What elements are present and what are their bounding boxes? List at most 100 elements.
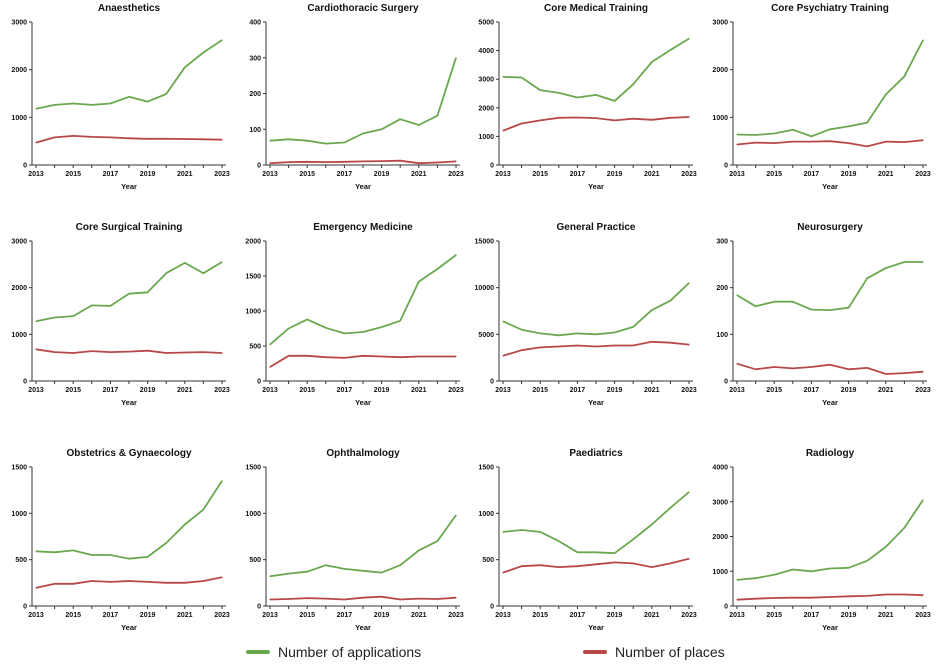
x-tick-label: 2019 bbox=[374, 612, 390, 619]
y-tick-label: 3000 bbox=[712, 499, 728, 506]
chart-paediatrics: Paediatrics 0 500 1000 1500 2013 2015 2017 2019 2… bbox=[478, 448, 696, 632]
data-point-number-of-places bbox=[147, 350, 149, 352]
data-point-number-of-places bbox=[306, 355, 308, 357]
data-point-number-of-applications bbox=[922, 261, 924, 263]
data-point-number-of-applications bbox=[381, 128, 383, 130]
series-line-number-of-applications bbox=[35, 39, 223, 110]
data-point-number-of-places bbox=[436, 161, 438, 164]
x-tick-label: 2017 bbox=[570, 171, 586, 178]
x-axis-label: Year bbox=[355, 623, 371, 632]
data-point-number-of-places bbox=[810, 597, 813, 599]
x-tick-label: 2015 bbox=[65, 171, 81, 178]
data-point-number-of-places bbox=[343, 598, 345, 601]
x-tick-label: 2023 bbox=[915, 171, 931, 178]
data-point-number-of-applications bbox=[184, 66, 186, 68]
x-axis-label: Year bbox=[822, 623, 838, 632]
data-point-number-of-applications bbox=[866, 122, 868, 124]
data-point-number-of-applications bbox=[688, 491, 690, 493]
data-point-number-of-places bbox=[903, 141, 906, 143]
data-point-number-of-applications bbox=[381, 326, 383, 328]
data-point-number-of-applications bbox=[109, 554, 111, 556]
data-point-number-of-places bbox=[202, 580, 204, 582]
y-tick-label: 3000 bbox=[11, 239, 27, 246]
data-point-number-of-places bbox=[418, 598, 420, 600]
legend-swatch-applications bbox=[246, 650, 270, 654]
data-point-number-of-applications bbox=[91, 554, 93, 556]
x-axis-label: Year bbox=[121, 623, 137, 632]
data-point-number-of-places bbox=[829, 364, 831, 366]
data-point-number-of-applications bbox=[848, 307, 850, 309]
data-point-number-of-applications bbox=[399, 118, 401, 120]
series-line-number-of-applications bbox=[736, 261, 923, 312]
data-point-number-of-places bbox=[773, 366, 775, 368]
data-point-number-of-places bbox=[810, 366, 813, 368]
data-point-number-of-places bbox=[147, 138, 149, 140]
data-point-number-of-applications bbox=[362, 570, 364, 572]
data-point-number-of-places bbox=[202, 138, 204, 140]
y-tick-label: 0 bbox=[23, 604, 27, 611]
x-axis-label: Year bbox=[822, 182, 838, 191]
data-point-number-of-places bbox=[399, 356, 401, 358]
data-point-number-of-places bbox=[651, 119, 653, 121]
data-point-number-of-places bbox=[325, 356, 327, 358]
data-point-number-of-applications bbox=[381, 572, 383, 574]
data-point-number-of-places bbox=[773, 142, 775, 144]
data-point-number-of-applications bbox=[165, 93, 167, 95]
x-tick-label: 2019 bbox=[140, 612, 156, 619]
x-tick-label: 2013 bbox=[729, 171, 745, 178]
data-point-number-of-places bbox=[436, 598, 438, 600]
data-point-number-of-places bbox=[755, 368, 757, 370]
x-tick-label: 2015 bbox=[299, 612, 315, 619]
data-point-number-of-places bbox=[632, 344, 634, 347]
y-tick-label: 3000 bbox=[712, 20, 728, 27]
x-tick-label: 2013 bbox=[262, 387, 278, 394]
y-tick-label: 1000 bbox=[478, 511, 494, 518]
data-point-number-of-applications bbox=[128, 293, 130, 295]
y-tick-label: 1000 bbox=[712, 115, 728, 122]
series-line-number-of-applications bbox=[269, 57, 457, 145]
data-point-number-of-places bbox=[614, 119, 616, 121]
x-tick-label: 2023 bbox=[214, 387, 230, 394]
data-point-number-of-applications bbox=[269, 344, 271, 346]
data-point-number-of-places bbox=[595, 563, 597, 565]
x-tick-label: 2017 bbox=[337, 387, 353, 394]
x-tick-label: 2019 bbox=[841, 171, 857, 178]
data-point-number-of-applications bbox=[922, 39, 924, 41]
chart-core-medical-training: Core Medical Training 0 1000 2000 3000 4000 50… bbox=[478, 3, 696, 191]
y-tick-label: 1500 bbox=[245, 465, 261, 472]
data-point-number-of-places bbox=[35, 587, 37, 589]
series-line-number-of-places bbox=[502, 116, 690, 132]
data-point-number-of-places bbox=[54, 351, 56, 353]
data-point-number-of-applications bbox=[455, 57, 457, 59]
data-point-number-of-applications bbox=[109, 102, 111, 105]
x-tick-label: 2023 bbox=[915, 387, 931, 394]
data-point-number-of-applications bbox=[632, 326, 634, 328]
y-tick-label: 4000 bbox=[712, 465, 728, 472]
data-point-number-of-applications bbox=[91, 104, 93, 106]
data-point-number-of-places bbox=[539, 119, 541, 121]
data-point-number-of-places bbox=[72, 135, 74, 137]
data-point-number-of-applications bbox=[306, 140, 308, 142]
chart-anaesthetics: Anaesthetics 0 1000 2000 3000 2013 2015 2017 201… bbox=[11, 3, 229, 191]
chart-title: Core Psychiatry Training bbox=[771, 3, 889, 14]
data-point-number-of-places bbox=[614, 561, 616, 564]
chart-emergency-medicine: Emergency Medicine 0 500 1000 1500 2000 2013 20… bbox=[245, 222, 463, 407]
data-point-number-of-places bbox=[288, 598, 290, 600]
data-point-number-of-applications bbox=[903, 75, 906, 77]
x-tick-label: 2017 bbox=[804, 612, 820, 619]
chart-title: Anaesthetics bbox=[98, 3, 161, 14]
series-line-number-of-places bbox=[269, 354, 456, 368]
x-tick-label: 2021 bbox=[644, 612, 660, 619]
x-tick-label: 2019 bbox=[607, 612, 623, 619]
x-tick-label: 2023 bbox=[915, 612, 931, 619]
x-tick-label: 2023 bbox=[214, 171, 230, 178]
x-tick-label: 2023 bbox=[448, 171, 464, 178]
data-point-number-of-applications bbox=[306, 571, 308, 573]
y-tick-label: 0 bbox=[724, 379, 728, 386]
data-point-number-of-places bbox=[866, 595, 868, 597]
data-point-number-of-applications bbox=[455, 514, 457, 516]
x-tick-label: 2019 bbox=[140, 171, 156, 178]
data-point-number-of-places bbox=[109, 351, 111, 353]
data-point-number-of-applications bbox=[539, 332, 541, 334]
